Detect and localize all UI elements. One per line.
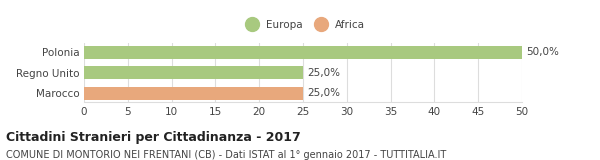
Bar bbox=[84, 46, 522, 59]
Text: 25,0%: 25,0% bbox=[307, 68, 340, 78]
Bar bbox=[84, 87, 303, 100]
Legend: Europa, Africa: Europa, Africa bbox=[238, 16, 368, 34]
Bar bbox=[84, 66, 303, 79]
Text: 25,0%: 25,0% bbox=[307, 88, 340, 98]
Text: Cittadini Stranieri per Cittadinanza - 2017: Cittadini Stranieri per Cittadinanza - 2… bbox=[6, 131, 301, 144]
Text: 50,0%: 50,0% bbox=[526, 47, 559, 57]
Text: COMUNE DI MONTORIO NEI FRENTANI (CB) - Dati ISTAT al 1° gennaio 2017 - TUTTITALI: COMUNE DI MONTORIO NEI FRENTANI (CB) - D… bbox=[6, 150, 446, 160]
